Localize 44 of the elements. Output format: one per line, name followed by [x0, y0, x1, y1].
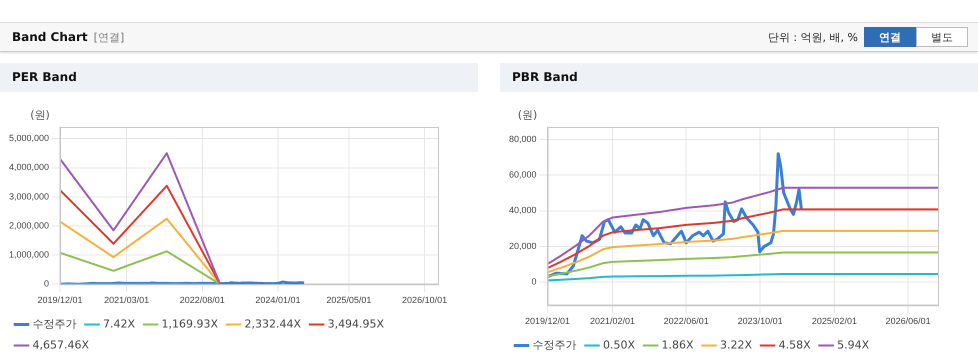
y-tick-label: 2,000,000: [8, 220, 50, 230]
x-tick-label: 2023/10/01: [738, 316, 783, 326]
x-tick-label: 2019/12/01: [525, 316, 570, 326]
y-tick-label: 4,000,000: [8, 162, 50, 172]
x-tick-label: 2026/06/01: [886, 316, 931, 326]
y-tick-label: 60,000: [508, 170, 537, 180]
text: 별도: [916, 27, 968, 47]
x-tick-label: 2025/02/01: [812, 316, 857, 326]
x-tick-label: 2021/03/01: [104, 295, 150, 306]
legend-label: 4.58X: [778, 338, 812, 352]
legend-label: 7.42X: [103, 317, 136, 330]
text: [연결]: [94, 31, 124, 44]
y-tick-label: 40,000: [508, 205, 537, 216]
legend-label: 수정주가: [32, 317, 76, 330]
text: Band Chart: [12, 30, 88, 44]
legend-label: 수정주가: [532, 338, 576, 352]
legend-label: 1.86X: [662, 338, 694, 352]
x-tick-label: 2024/01/01: [255, 295, 300, 306]
x-tick-label: 2019/12/01: [38, 295, 83, 306]
x-tick-label: 2022/06/01: [664, 316, 709, 326]
legend-label: 1,169.93X: [162, 317, 219, 330]
y-tick-label: 0: [532, 276, 537, 287]
legend-label: 0.50X: [603, 338, 636, 352]
legend-label: 5.94X: [837, 338, 870, 352]
x-tick-label: 2022/08/01: [180, 295, 225, 306]
y-tick-label: 3,000,000: [8, 191, 50, 202]
legend-label: 3,494.95X: [328, 317, 385, 330]
legend-label: 3.22X: [720, 338, 753, 352]
x-tick-label: 2021/02/01: [590, 316, 636, 326]
y-tick-label: 1,000,000: [8, 250, 50, 260]
y-tick-label: 0: [44, 278, 50, 289]
x-tick-label: 2026/10/01: [402, 295, 448, 306]
legend-label: 4,657.46X: [32, 338, 90, 352]
chart-title: PER Band: [0, 63, 478, 92]
y-tick-label: 20,000: [508, 240, 537, 251]
y-tick-label: 5,000,000: [8, 133, 50, 144]
y-axis-title: (원): [30, 108, 50, 122]
text: 단위 : 억원, 배, %: [768, 30, 858, 44]
y-axis-title: (원): [518, 108, 538, 122]
legend-label: 2,332.44X: [244, 317, 302, 330]
y-tick-label: 80,000: [508, 134, 537, 144]
x-tick-label: 2025/05/01: [326, 295, 372, 306]
chart-title: PBR Band: [500, 63, 978, 92]
text: 연결: [864, 27, 916, 47]
